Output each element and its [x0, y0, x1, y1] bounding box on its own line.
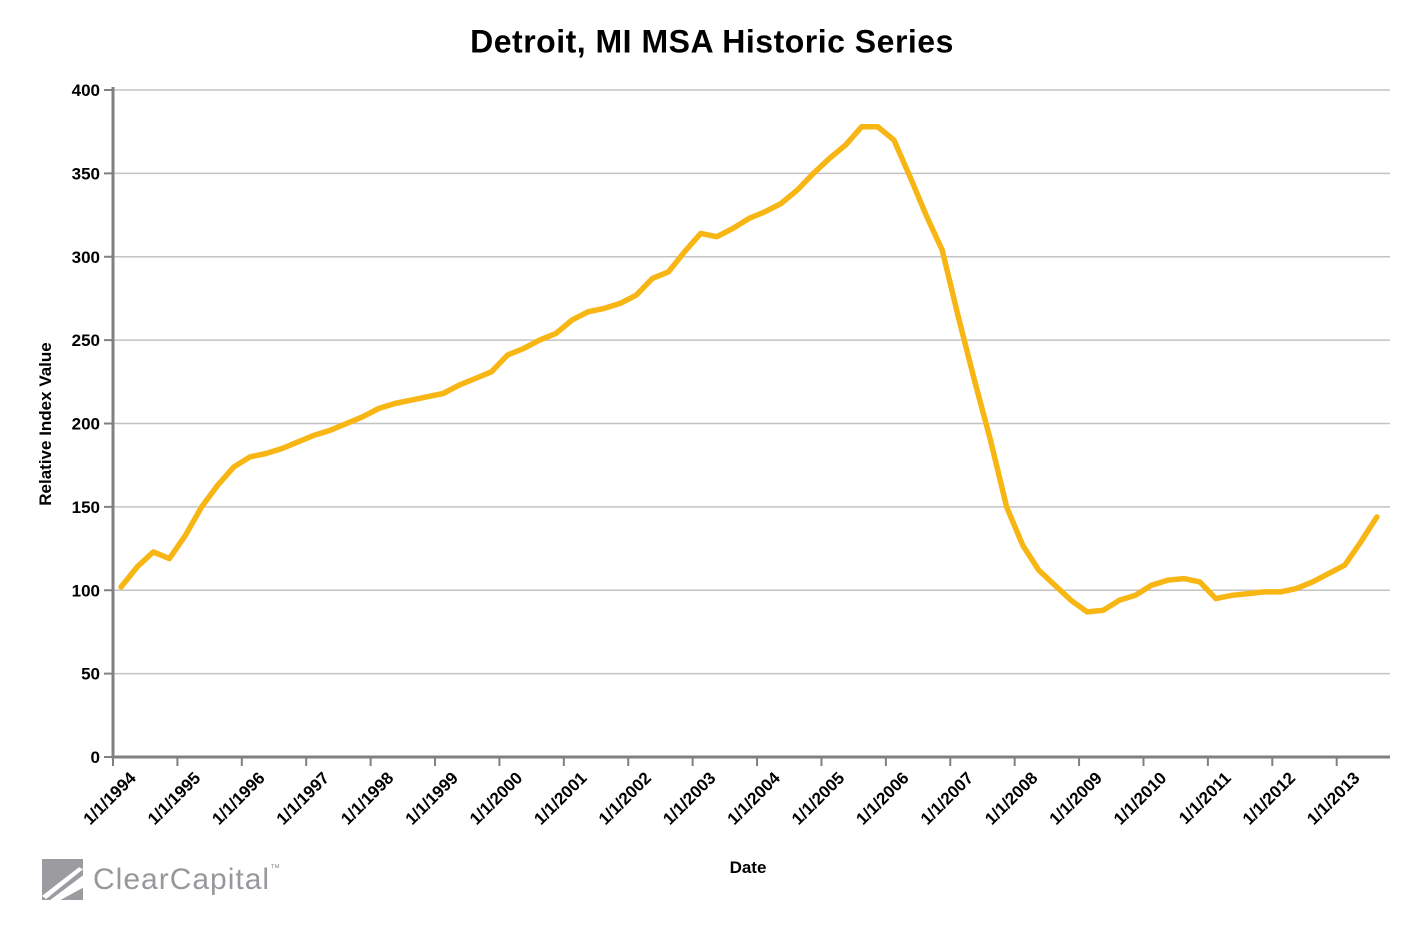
x-tick-label: 1/1/2006 — [852, 768, 912, 828]
x-tick-label: 1/1/2002 — [595, 768, 655, 828]
x-tick-label: 1/1/1996 — [208, 768, 268, 828]
x-tick-label: 1/1/1999 — [402, 768, 462, 828]
x-tick-label: 1/1/2009 — [1046, 768, 1106, 828]
x-tick-label: 1/1/2008 — [981, 768, 1041, 828]
y-tick-label: 400 — [72, 81, 100, 100]
y-tick-label: 150 — [72, 498, 100, 517]
x-tick-label: 1/1/2011 — [1175, 768, 1235, 828]
x-tick-label: 1/1/1994 — [80, 768, 141, 829]
x-tick-label: 1/1/1997 — [273, 768, 333, 828]
y-tick-label: 200 — [72, 415, 100, 434]
x-tick-label: 1/1/2003 — [659, 768, 719, 828]
x-tick-label: 1/1/1998 — [337, 768, 397, 828]
chart-title: Detroit, MI MSA Historic Series — [470, 23, 954, 60]
clear-capital-logo-icon — [42, 859, 83, 900]
logo-trademark-icon: ™ — [270, 862, 281, 874]
logo-text: ClearCapital™ — [93, 863, 280, 897]
x-tick-label: 1/1/2001 — [530, 768, 590, 828]
x-tick-label: 1/1/2013 — [1303, 768, 1363, 828]
series-line — [118, 123, 1380, 615]
company-logo: ClearCapital™ — [42, 859, 280, 900]
y-tick-label: 350 — [72, 164, 100, 183]
x-tick-label: 1/1/2012 — [1239, 768, 1299, 828]
y-tick-label: 50 — [81, 665, 100, 684]
x-tick-label: 1/1/2000 — [466, 768, 526, 828]
y-tick-label: 300 — [72, 248, 100, 267]
x-tick-label: 1/1/2004 — [724, 768, 785, 829]
y-tick-label: 250 — [72, 331, 100, 350]
x-tick-label: 1/1/2005 — [788, 768, 848, 828]
logo-company-name: ClearCapital — [93, 862, 271, 896]
x-tick-label: 1/1/2007 — [917, 768, 977, 828]
y-tick-label: 0 — [91, 748, 100, 767]
y-tick-label: 100 — [72, 581, 100, 600]
x-axis-title: Date — [729, 858, 767, 877]
x-tick-label: 1/1/2010 — [1110, 768, 1170, 828]
x-tick-label: 1/1/1995 — [144, 768, 204, 828]
